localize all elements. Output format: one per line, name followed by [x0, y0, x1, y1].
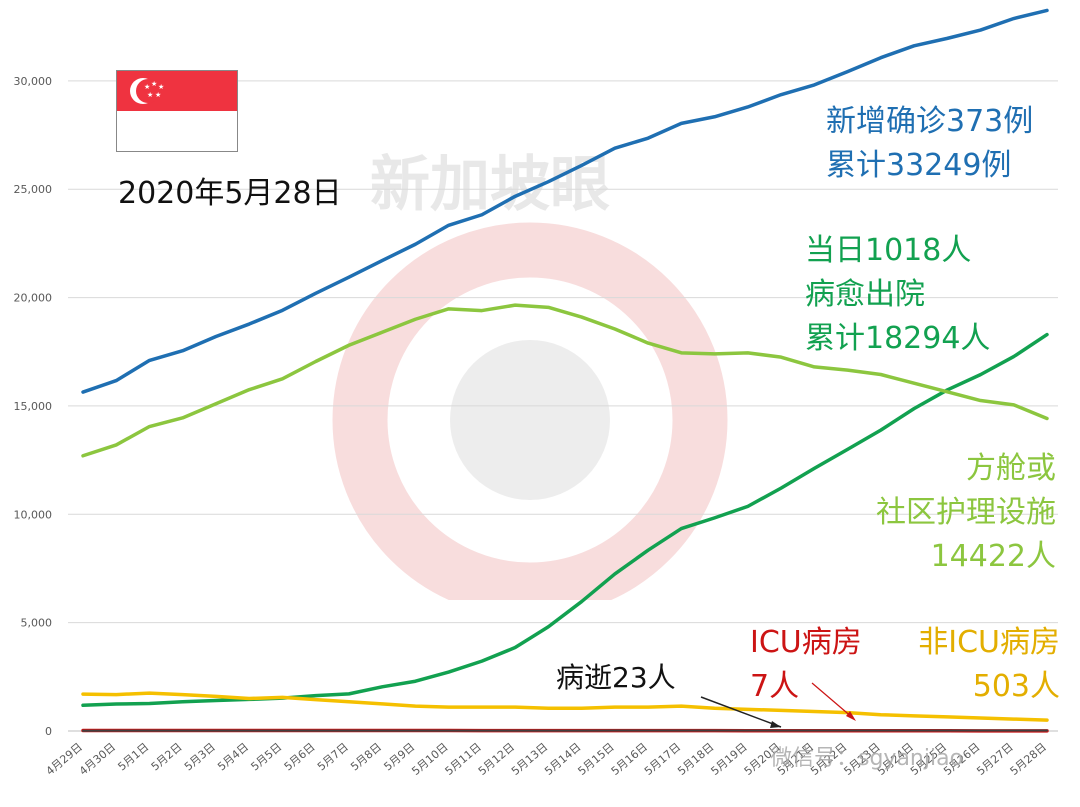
deaths-arrowhead [770, 721, 781, 728]
x-tick-label: 5月1日 [115, 740, 151, 773]
x-tick-label: 5月10日 [409, 740, 450, 778]
date-heading: 2020年5月28日 [118, 176, 342, 211]
x-tick-label: 5月11日 [443, 740, 484, 778]
discharged-label: 病愈出院 [805, 277, 925, 312]
x-tick-label: 5月2日 [149, 740, 185, 773]
y-tick-label: 0 [45, 725, 52, 738]
non-icu-count: 503人 [972, 669, 1060, 704]
series-line-cumulative [81, 8, 1049, 394]
non-icu-label: 非ICU病房 [918, 625, 1060, 660]
series-line-non_icu [81, 691, 1049, 722]
y-tick-label: 15,000 [14, 400, 53, 413]
x-tick-label: 5月16日 [609, 740, 650, 778]
community-label-1: 方舱或 [966, 451, 1056, 486]
x-tick-label: 5月14日 [542, 740, 583, 778]
x-tick-label: 5月17日 [642, 740, 683, 778]
x-tick-label: 4月30日 [77, 740, 118, 778]
series-line-community [81, 303, 1049, 458]
x-tick-label: 5月8日 [348, 740, 384, 773]
x-tick-label: 5月13日 [509, 740, 550, 778]
svg-text:★: ★ [151, 80, 157, 88]
watermark: 新加坡眼 [300, 120, 820, 618]
deaths-arrow [700, 696, 782, 728]
total-cases-label: 累计33249例 [826, 148, 1012, 183]
icu-arrow [811, 682, 854, 719]
x-tick-label: 5月27日 [974, 740, 1015, 778]
x-tick-label: 5月18日 [675, 740, 716, 778]
footer-watermark: 微信号：sgyanjiao [770, 746, 964, 771]
svg-text:★: ★ [144, 83, 150, 91]
community-label-2: 社区护理设施 [876, 495, 1056, 530]
singapore-flag-icon: ★ ★ ★ ★ ★ [116, 70, 238, 152]
community-count: 14422人 [930, 539, 1056, 574]
y-tick-label: 25,000 [14, 183, 53, 196]
series-lines [81, 8, 1049, 733]
x-tick-label: 4月29日 [44, 740, 85, 778]
x-tick-label: 5月15日 [575, 740, 616, 778]
new-cases-label: 新增确诊373例 [826, 104, 1034, 139]
icu-label: ICU病房 [750, 625, 862, 660]
svg-text:★: ★ [147, 91, 153, 99]
x-tick-label: 5月4日 [215, 740, 251, 773]
discharged-today-label: 当日1018人 [805, 233, 972, 268]
icu-arrowhead [846, 711, 856, 721]
annotation-arrows [700, 682, 856, 728]
icu-count: 7人 [750, 669, 800, 704]
deaths-label: 病逝23人 [556, 661, 676, 694]
x-tick-label: 5月19日 [708, 740, 749, 778]
x-tick-label: 5月7日 [315, 740, 351, 773]
x-tick-label: 5月6日 [282, 740, 318, 773]
svg-text:★: ★ [158, 83, 164, 91]
x-tick-label: 5月12日 [476, 740, 517, 778]
y-tick-label: 5,000 [21, 617, 53, 630]
y-tick-label: 10,000 [14, 508, 53, 521]
svg-text:★: ★ [155, 91, 161, 99]
discharged-total-label: 累计18294人 [805, 321, 991, 356]
y-tick-label: 20,000 [14, 292, 53, 305]
x-tick-label: 5月3日 [182, 740, 218, 773]
y-axis: 0 5,000 10,000 15,000 20,000 25,000 30,000 [14, 75, 53, 738]
x-tick-label: 5月28日 [1008, 740, 1049, 778]
y-tick-label: 30,000 [14, 75, 53, 88]
x-tick-label: 5月5日 [248, 740, 284, 773]
